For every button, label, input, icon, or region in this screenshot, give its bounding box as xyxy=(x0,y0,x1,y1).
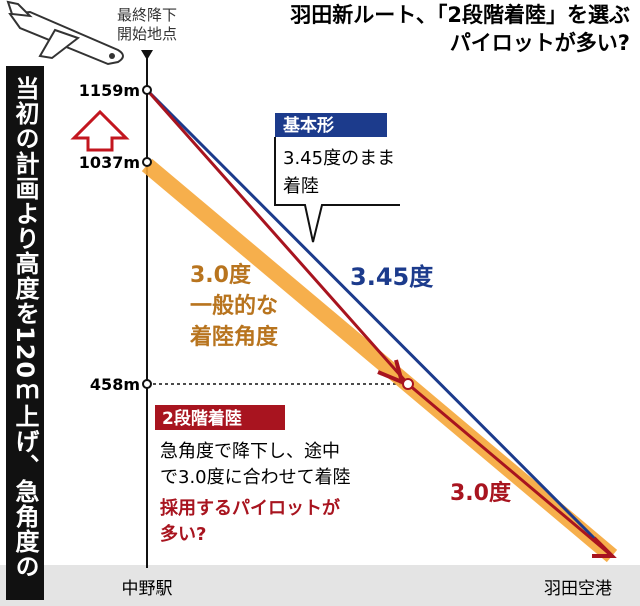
altitude-label: 1037m xyxy=(79,153,140,172)
red-arrowhead xyxy=(377,359,406,386)
blue-path xyxy=(145,88,614,558)
ground xyxy=(0,565,640,606)
location-label: 中野駅 xyxy=(122,579,173,599)
altitude-label: 1159m xyxy=(79,81,140,100)
orange-text: 一般的な xyxy=(190,293,278,319)
switch-point xyxy=(402,378,414,390)
airplane-icon xyxy=(6,0,124,66)
callout-text: で3.0度に合わせて着陸 xyxy=(160,467,351,488)
callout-highlight: 採用するパイロットが xyxy=(160,497,340,519)
callout-highlight: 多い? xyxy=(160,523,206,545)
red-arrowhead xyxy=(592,536,617,558)
callout-text: 着陸 xyxy=(283,176,319,197)
side-note: 当初の計画より高度を120ｍ上げ、急角度の着陸に xyxy=(0,66,44,600)
title: 羽田新ルート、「2段階着陸」を選ぶ xyxy=(290,3,630,27)
point xyxy=(142,379,152,389)
callout-text: 3.45度のまま xyxy=(283,148,395,169)
callout-bg xyxy=(155,430,400,552)
start-label: 開始地点 xyxy=(117,25,177,43)
start-label: 最終降下 xyxy=(117,6,177,24)
angle-label: 3.0度 xyxy=(190,262,252,288)
axis-arrow xyxy=(141,50,153,60)
callout-header xyxy=(155,405,285,430)
location-label: 羽田空港 xyxy=(544,579,612,599)
callout-border xyxy=(274,137,400,243)
title: パイロットが多い? xyxy=(450,31,630,55)
orange-text: 着陸角度 xyxy=(189,324,279,350)
callout-title: 基本形 xyxy=(282,115,334,136)
point xyxy=(142,157,152,167)
callout-text: 急角度で降下し、途中 xyxy=(160,441,340,462)
angle-label: 3.0度 xyxy=(450,480,512,506)
up-arrow xyxy=(70,109,130,152)
altitude-label: 458m xyxy=(90,375,140,394)
point xyxy=(142,85,152,95)
callout-header xyxy=(275,113,387,137)
angle-label: 3.45度 xyxy=(350,263,434,291)
callout-title: 2段階着陸 xyxy=(162,408,242,429)
